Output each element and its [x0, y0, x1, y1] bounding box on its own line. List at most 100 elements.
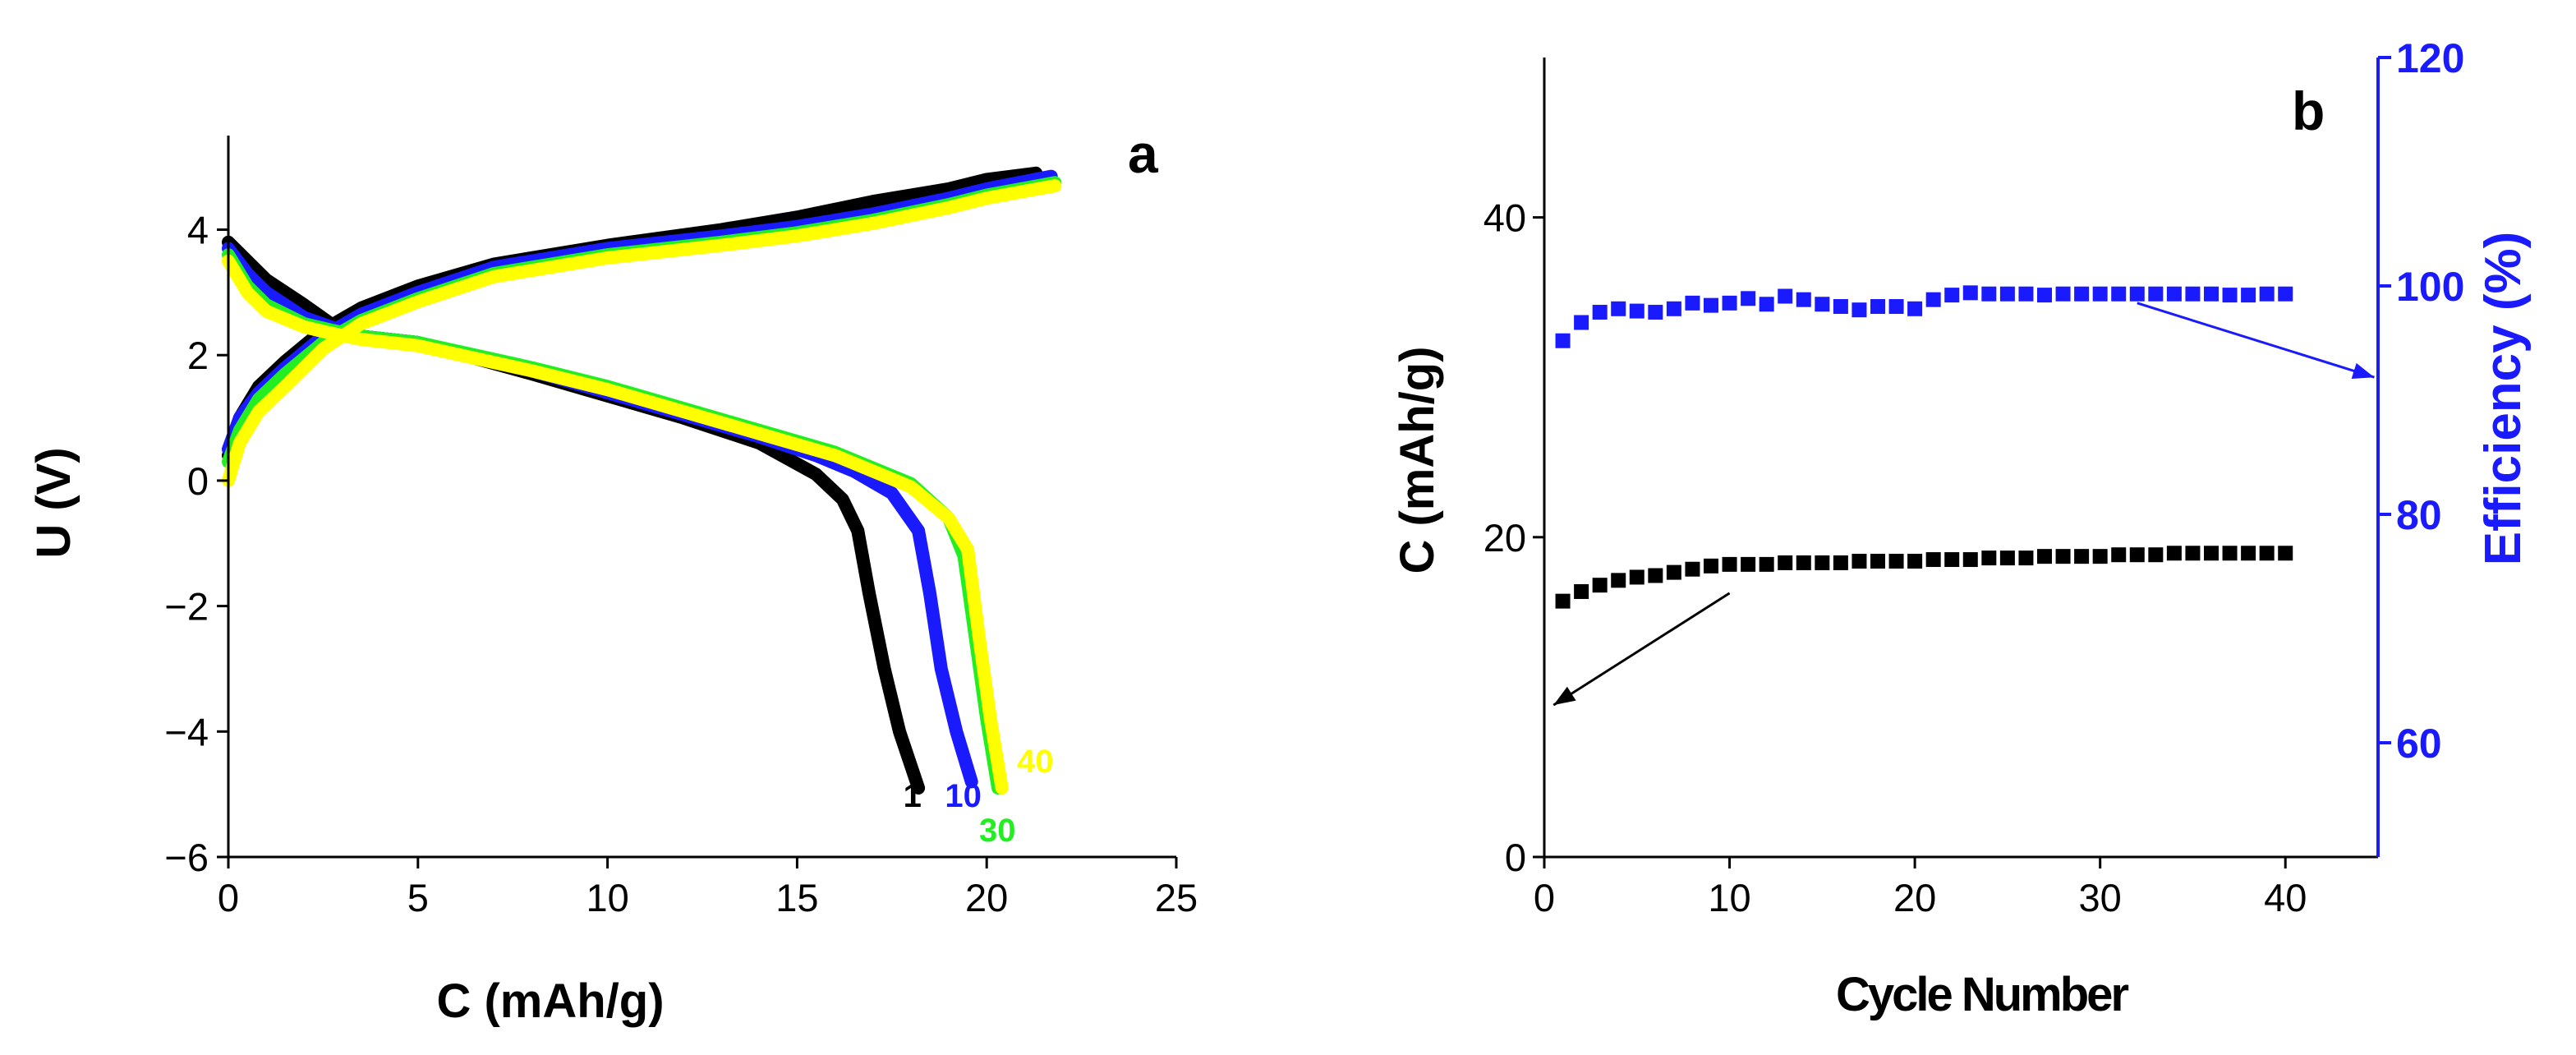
curve-cycle-40-charge: [222, 179, 1062, 487]
panel-b-x-tick-label: 0: [1534, 876, 1555, 919]
efficiency-marker: [1704, 297, 1718, 313]
efficiency-marker: [2278, 286, 2293, 302]
panel-a-y-tick-label: −2: [164, 585, 209, 629]
efficiency-marker: [1759, 297, 1774, 312]
efficiency-marker: [2055, 286, 2071, 302]
efficiency-marker: [1722, 295, 1737, 311]
panel-b-right-y-tick-label: 120: [2396, 35, 2464, 81]
capacity-marker: [1741, 556, 1756, 572]
efficiency-marker: [1888, 299, 1904, 315]
panel-b-left-y-tick-label: 40: [1484, 196, 1526, 240]
capacity-marker: [2148, 547, 2164, 563]
capacity-marker: [1574, 583, 1589, 599]
panel-b-left-y-tick-label: 0: [1505, 836, 1526, 879]
capacity-marker: [1685, 561, 1700, 577]
panel-b-right-y-ticks: 60 80 100 120: [2378, 35, 2464, 767]
capacity-marker: [2222, 546, 2238, 561]
capacity-marker: [1722, 556, 1737, 572]
curve-cycle-40-discharge: [222, 254, 1009, 795]
capacity-marker: [1852, 553, 1867, 569]
efficiency-marker: [1574, 315, 1589, 330]
efficiency-marker: [2222, 288, 2238, 303]
efficiency-marker: [1796, 292, 1811, 307]
efficiency-marker: [1778, 288, 1793, 304]
capacity-marker: [1611, 573, 1626, 588]
efficiency-marker: [1981, 286, 1997, 302]
capacity-marker: [1907, 553, 1923, 569]
efficiency-marker: [1648, 304, 1663, 320]
capacity-marker: [2129, 547, 2145, 563]
panel-b-markers: [1555, 285, 2293, 609]
panel-a-y-tick-label: −4: [164, 710, 209, 753]
capacity-marker: [1704, 558, 1718, 574]
efficiency-marker: [2129, 286, 2145, 302]
efficiency-marker: [2148, 286, 2164, 302]
capacity-marker: [2037, 549, 2052, 564]
capacity-marker: [2018, 551, 2034, 566]
panel-a-y-tick-label: 4: [187, 209, 209, 252]
capacity-marker: [1815, 555, 1830, 570]
efficiency-marker: [1592, 304, 1608, 320]
efficiency-marker: [2074, 286, 2090, 302]
capacity-marker: [2111, 547, 2127, 563]
panel-a-x-tick-label: 20: [965, 876, 1008, 919]
panel-a-y-tick-label: 0: [187, 459, 209, 503]
panel-b-x-tick-label: 40: [2264, 876, 2307, 919]
capacity-marker: [2204, 546, 2219, 561]
panel-a-x-ticks: 0 5 10 15 20 25: [218, 857, 1198, 919]
efficiency-marker: [1815, 297, 1830, 312]
capacity-marker: [1981, 551, 1997, 566]
efficiency-marker: [1611, 301, 1626, 316]
capacity-marker: [1962, 552, 1978, 568]
panel-b-left-y-ticks: 0 20 40: [1484, 196, 1544, 879]
capacity-marker: [1870, 553, 1885, 569]
panel-a-letter: a: [1128, 123, 1159, 184]
capacity-marker: [2259, 546, 2275, 561]
efficiency-marker: [2018, 286, 2034, 302]
capacity-marker: [1833, 555, 1848, 570]
panel-a-x-tick-label: 15: [775, 876, 818, 919]
efficiency-marker: [1833, 299, 1848, 315]
curve-label-cycle-10: 10: [945, 778, 982, 814]
efficiency-marker: [1666, 301, 1681, 316]
capacity-marker: [1666, 564, 1681, 580]
panel-a-x-tick-label: 25: [1155, 876, 1198, 919]
efficiency-marker: [2037, 288, 2052, 303]
panel-a-x-tick-label: 10: [586, 876, 628, 919]
capacity-marker: [1944, 552, 1960, 568]
panel-b-arrow-shaft-2: [2137, 302, 2375, 379]
panel-a-x-tick-label: 0: [218, 876, 239, 919]
capacity-marker: [1796, 555, 1811, 570]
panel-b-arrow-head-1: [1553, 686, 1576, 706]
capacity-marker: [1592, 578, 1608, 593]
panel-b-left-y-tick-label: 20: [1484, 516, 1526, 560]
panel-a-x-tick-label: 5: [407, 876, 429, 919]
efficiency-marker: [1629, 303, 1644, 319]
efficiency-marker: [1870, 299, 1885, 315]
efficiency-marker: [1999, 286, 2015, 302]
panel-b-arrow-shaft-1: [1552, 592, 1731, 707]
panel-b-left-y-axis-title: C (mAh/g): [1391, 346, 1444, 574]
efficiency-marker: [2241, 288, 2256, 303]
panel-b-arrow-head-2: [2351, 362, 2375, 379]
efficiency-marker: [2259, 286, 2275, 302]
capacity-marker: [2074, 549, 2090, 564]
panel-b-x-axis-title: Cycle Number: [1836, 968, 2128, 1021]
efficiency-marker: [1907, 301, 1923, 316]
curve-label-cycle-30: 30: [979, 813, 1016, 849]
efficiency-marker: [2111, 286, 2127, 302]
panel-b-right-y-tick-label: 100: [2396, 264, 2464, 310]
efficiency-marker: [1555, 333, 1571, 348]
panel-a-y-tick-label: −6: [164, 836, 209, 879]
capacity-marker: [2278, 546, 2293, 561]
panel-b-right-y-tick-label: 60: [2396, 721, 2442, 767]
capacity-marker: [1778, 555, 1793, 570]
efficiency-marker: [1741, 291, 1756, 306]
efficiency-marker: [1944, 288, 1960, 303]
panel-a-y-ticks: −6 −4 −2 0 2 4: [164, 209, 228, 879]
